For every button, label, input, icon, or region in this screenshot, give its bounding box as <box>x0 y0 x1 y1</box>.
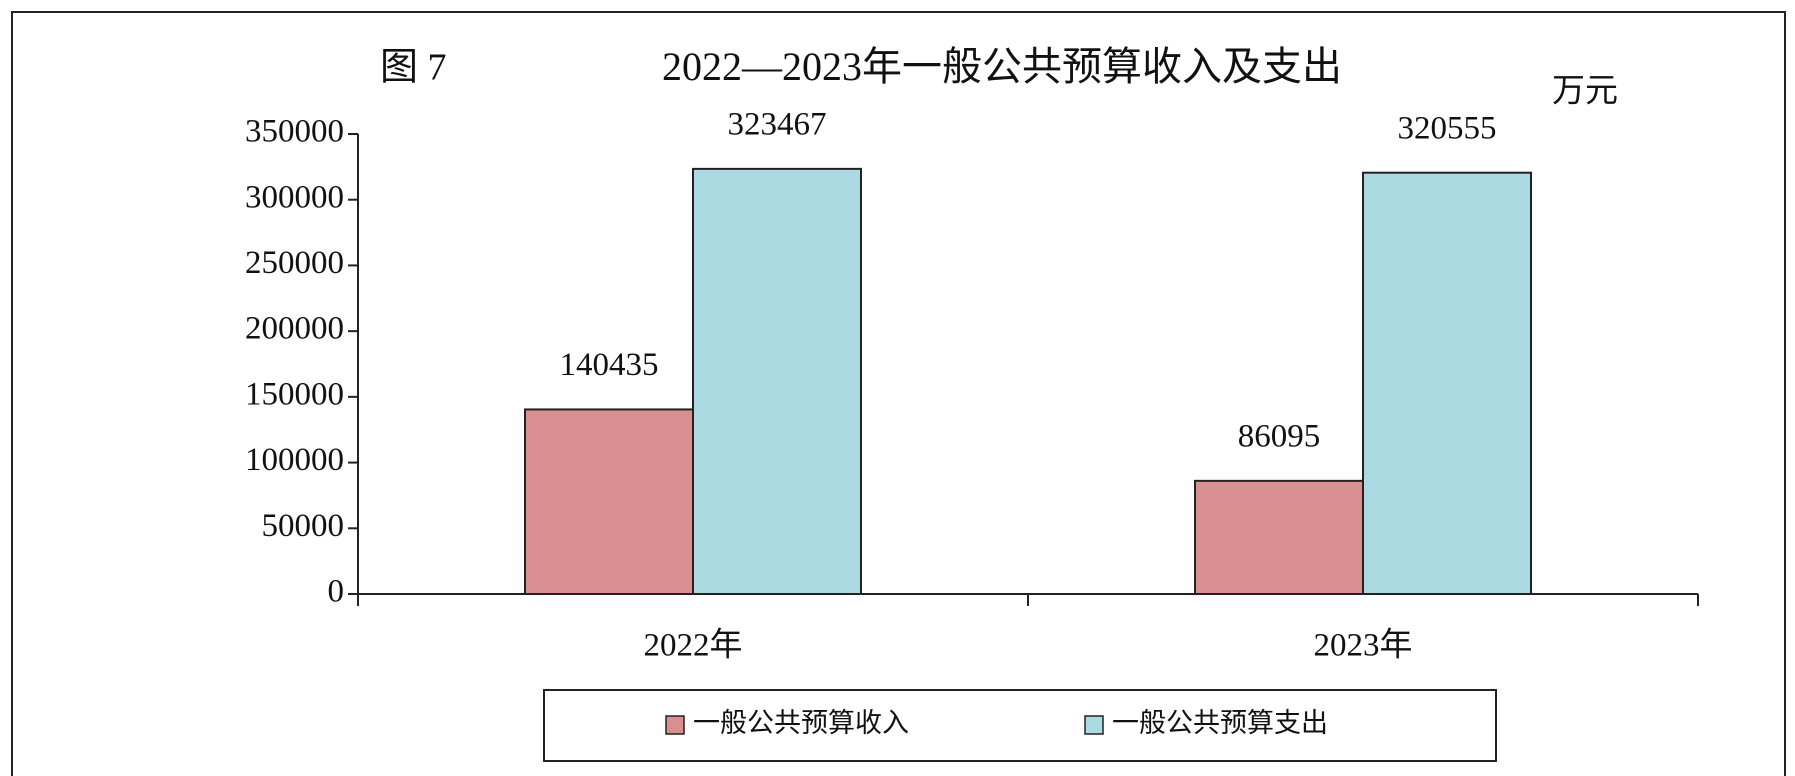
legend-label: 一般公共预算收入 <box>693 708 909 738</box>
y-tick-label: 100000 <box>245 442 344 478</box>
legend <box>543 689 1497 762</box>
y-tick-label: 150000 <box>245 376 344 412</box>
legend-swatch <box>665 715 685 735</box>
value-label: 323467 <box>728 106 827 142</box>
figure-label: 图 7 <box>380 47 447 89</box>
chart-title: 2022—2023年一般公共预算收入及支出 <box>662 44 1342 89</box>
value-label: 86095 <box>1238 418 1321 454</box>
value-label: 320555 <box>1398 110 1497 146</box>
bar <box>1362 171 1532 595</box>
bar <box>692 167 862 595</box>
bar <box>1194 479 1364 595</box>
y-tick-label: 0 <box>328 574 345 610</box>
x-tick-label: 2022年 <box>644 627 743 664</box>
legend-label: 一般公共预算支出 <box>1112 708 1328 738</box>
legend-swatch <box>1084 715 1104 735</box>
unit-label: 万元 <box>1552 74 1618 110</box>
y-tick-label: 250000 <box>245 245 344 281</box>
y-tick-label: 300000 <box>245 179 344 215</box>
y-tick-label: 200000 <box>245 311 344 347</box>
x-tick-label: 2023年 <box>1314 627 1413 664</box>
bar <box>524 408 694 595</box>
value-label: 140435 <box>560 347 659 383</box>
frame <box>11 11 1786 776</box>
y-tick-label: 350000 <box>245 114 344 150</box>
y-tick-label: 50000 <box>262 508 345 544</box>
